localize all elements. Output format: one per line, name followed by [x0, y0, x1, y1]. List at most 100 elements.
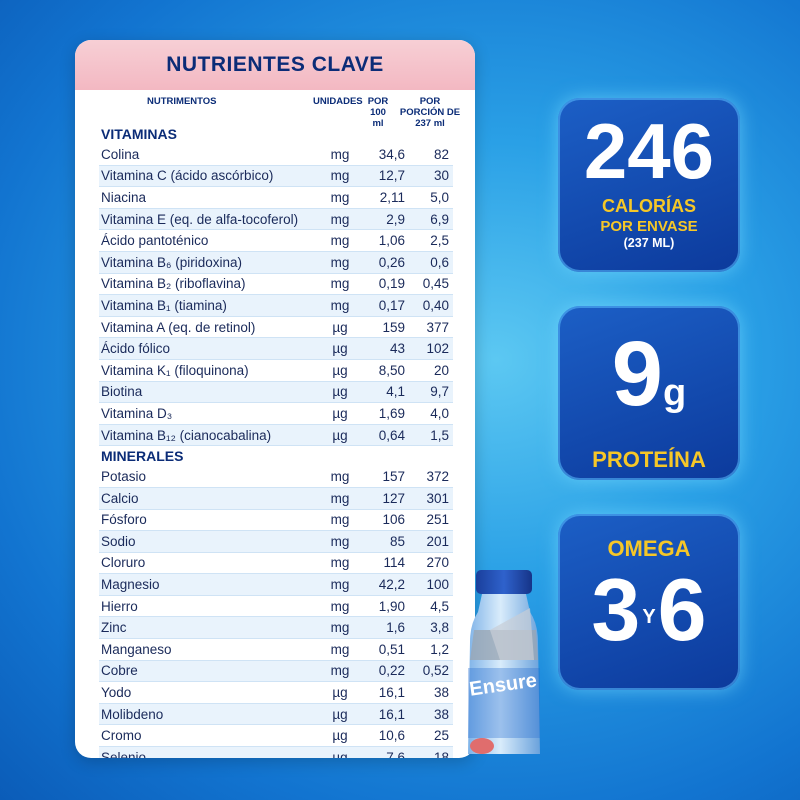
nutrient-per-portion: 0,40	[422, 297, 449, 313]
section-title: MINERALES	[101, 448, 184, 465]
nutrient-row: Vitamina C (ácido ascórbico) mg 12,7 30	[99, 165, 453, 188]
nutrient-per-portion: 82	[433, 146, 449, 162]
nutrient-per-portion: 0,45	[422, 276, 449, 292]
nutrition-card: NUTRIENTES CLAVE NUTRIMENTOS UNIDADES PO…	[75, 40, 475, 758]
nutrient-name: Zinc	[101, 620, 127, 636]
nutrient-name: Hierro	[101, 598, 138, 614]
nutrient-row: Ácido fólico µg 43 102	[99, 338, 453, 360]
nutrient-unit: mg	[330, 512, 350, 528]
nutrient-per-100ml: 7,6	[386, 749, 405, 758]
nutrient-per-100ml: 34,6	[378, 146, 405, 162]
nutrient-per-100ml: 157	[382, 469, 405, 485]
nutrient-name: Yodo	[101, 685, 132, 701]
nutrient-per-portion: 30	[433, 168, 449, 184]
nutrient-unit: mg	[330, 276, 350, 292]
nutrient-per-100ml: 16,1	[378, 706, 405, 722]
nutrient-row: Vitamina E (eq. de alfa-tocoferol) mg 2,9 6…	[99, 208, 453, 231]
omega-values: 3 Y6	[558, 566, 740, 661]
nutrient-unit: µg	[332, 362, 348, 378]
nutrient-unit: µg	[332, 384, 348, 400]
calories-value: 246	[583, 107, 715, 195]
nutrient-per-portion: 9,7	[430, 384, 449, 400]
nutrient-per-portion: 3,8	[430, 620, 449, 636]
omega-joiner: Y	[642, 605, 656, 628]
nutrient-unit: mg	[330, 533, 350, 549]
nutrient-name: Calcio	[101, 490, 139, 506]
nutrient-per-100ml: 85	[389, 533, 405, 549]
nutrient-per-portion: 0,6	[430, 254, 449, 270]
nutrient-name: Vitamina D₃	[101, 405, 173, 421]
nutrient-row: Colina mg 34,6 82	[99, 144, 453, 166]
nutrient-row: Vitamina B₁ (tiamina) mg 0,17 0,40	[99, 295, 453, 317]
nutrient-row: Vitamina A (eq. de retinol) µg 159 377	[99, 317, 453, 339]
nutrient-row: Selenio µg 7,6 18	[99, 747, 453, 758]
nutrient-name: Niacina	[101, 189, 147, 205]
nutrient-name: Molibdeno	[101, 706, 164, 722]
nutrient-per-portion: 25	[433, 728, 449, 744]
nutrient-per-portion: 270	[426, 555, 449, 571]
nutrient-per-100ml: 0,19	[378, 276, 405, 292]
protein-label: PROTEÍNA	[592, 447, 706, 472]
nutrient-unit: mg	[330, 641, 350, 657]
nutrient-row: Vitamina B₆ (piridoxina) mg 0,26 0,6	[99, 251, 453, 274]
nutrient-per-100ml: 0,17	[378, 297, 405, 313]
nutrient-unit: µg	[332, 319, 348, 335]
nutrient-per-100ml: 42,2	[378, 577, 405, 593]
nutrient-name: Vitamina C (ácido ascórbico)	[101, 168, 274, 184]
nutrient-row: Vitamina B₂ (riboflavina) mg 0,19 0,45	[99, 274, 453, 296]
omega-label: OMEGA	[607, 536, 691, 561]
nutrient-unit: mg	[330, 663, 350, 679]
section-title: VITAMINAS	[101, 126, 177, 142]
nutrient-per-100ml: 127	[382, 490, 405, 506]
nutrient-unit: mg	[330, 577, 350, 593]
nutrient-row: Cloruro mg 114 270	[99, 553, 453, 575]
nutrient-per-100ml: 1,90	[378, 598, 405, 614]
nutrient-per-100ml: 0,22	[378, 663, 405, 679]
card-title: NUTRIENTES CLAVE	[75, 40, 475, 90]
nutrient-row: Ácido pantoténico mg 1,06 2,5	[99, 230, 453, 252]
omega-first: 3	[591, 560, 641, 659]
nutrient-per-portion: 38	[433, 706, 449, 722]
nutrient-row: Vitamina D₃ µg 1,69 4,0	[99, 403, 453, 425]
nutrient-per-100ml: 1,69	[378, 405, 405, 421]
nutrient-per-100ml: 114	[383, 555, 405, 571]
nutrient-per-100ml: 8,50	[378, 362, 405, 378]
nutrient-name: Fósforo	[101, 512, 147, 528]
nutrient-name: Biotina	[101, 384, 143, 400]
nutrient-per-100ml: 10,6	[378, 728, 405, 744]
omega-badge: OMEGA 3 Y6	[558, 514, 740, 690]
column-header-per-portion: POR PORCIÓN DE 237 ml	[399, 96, 461, 129]
nutrient-unit: µg	[332, 341, 348, 357]
nutrient-name: Vitamina K₁ (filoquinona)	[101, 362, 249, 378]
nutrient-per-100ml: 43	[389, 341, 405, 357]
protein-badge: 9g PROTEÍNA	[558, 306, 740, 480]
nutrient-name: Ácido pantoténico	[101, 233, 209, 249]
nutrient-row: Vitamina B₁₂ (cianocabalina) µg 0,64 1,5	[99, 424, 453, 447]
calories-volume: (237 ML)	[623, 236, 675, 250]
nutrient-row: Niacina mg 2,11 5,0	[99, 187, 453, 209]
nutrient-name: Cromo	[101, 728, 142, 744]
nutrient-per-100ml: 12,7	[378, 168, 405, 184]
nutrient-unit: µg	[332, 749, 348, 758]
nutrient-unit: mg	[330, 555, 350, 571]
nutrient-per-100ml: 4,1	[386, 384, 405, 400]
nutrient-row: Vitamina K₁ (filoquinona) µg 8,50 20	[99, 360, 453, 382]
nutrient-row: Cobre mg 0,22 0,52	[99, 660, 453, 683]
nutrient-name: Colina	[101, 146, 140, 162]
nutrient-unit: mg	[330, 189, 350, 205]
nutrient-per-portion: 372	[426, 469, 449, 485]
nutrient-per-100ml: 1,6	[386, 620, 405, 636]
nutrient-per-portion: 1,5	[430, 427, 449, 443]
nutrient-per-portion: 20	[433, 362, 449, 378]
calories-badge: 246 CALORÍAS POR ENVASE (237 ML)	[558, 98, 740, 272]
nutrient-row: Molibdeno µg 16,1 38	[99, 703, 453, 726]
nutrient-per-100ml: 16,1	[378, 685, 405, 701]
nutrient-row: Calcio mg 127 301	[99, 487, 453, 510]
nutrient-per-portion: 4,0	[430, 405, 449, 421]
nutrient-unit: mg	[330, 490, 350, 506]
nutrient-table: VITAMINAS Colina mg 34,6 82 Vitamina C (ácido…	[99, 124, 453, 758]
product-bottle-image: Ensure	[468, 570, 540, 754]
section-rows: Potasio mg 157 372 Calcio mg 127 301 Fósforo mg 10…	[99, 466, 453, 758]
nutrient-row: Yodo µg 16,1 38	[99, 682, 453, 704]
nutrient-row: Fósforo mg 106 251	[99, 510, 453, 532]
